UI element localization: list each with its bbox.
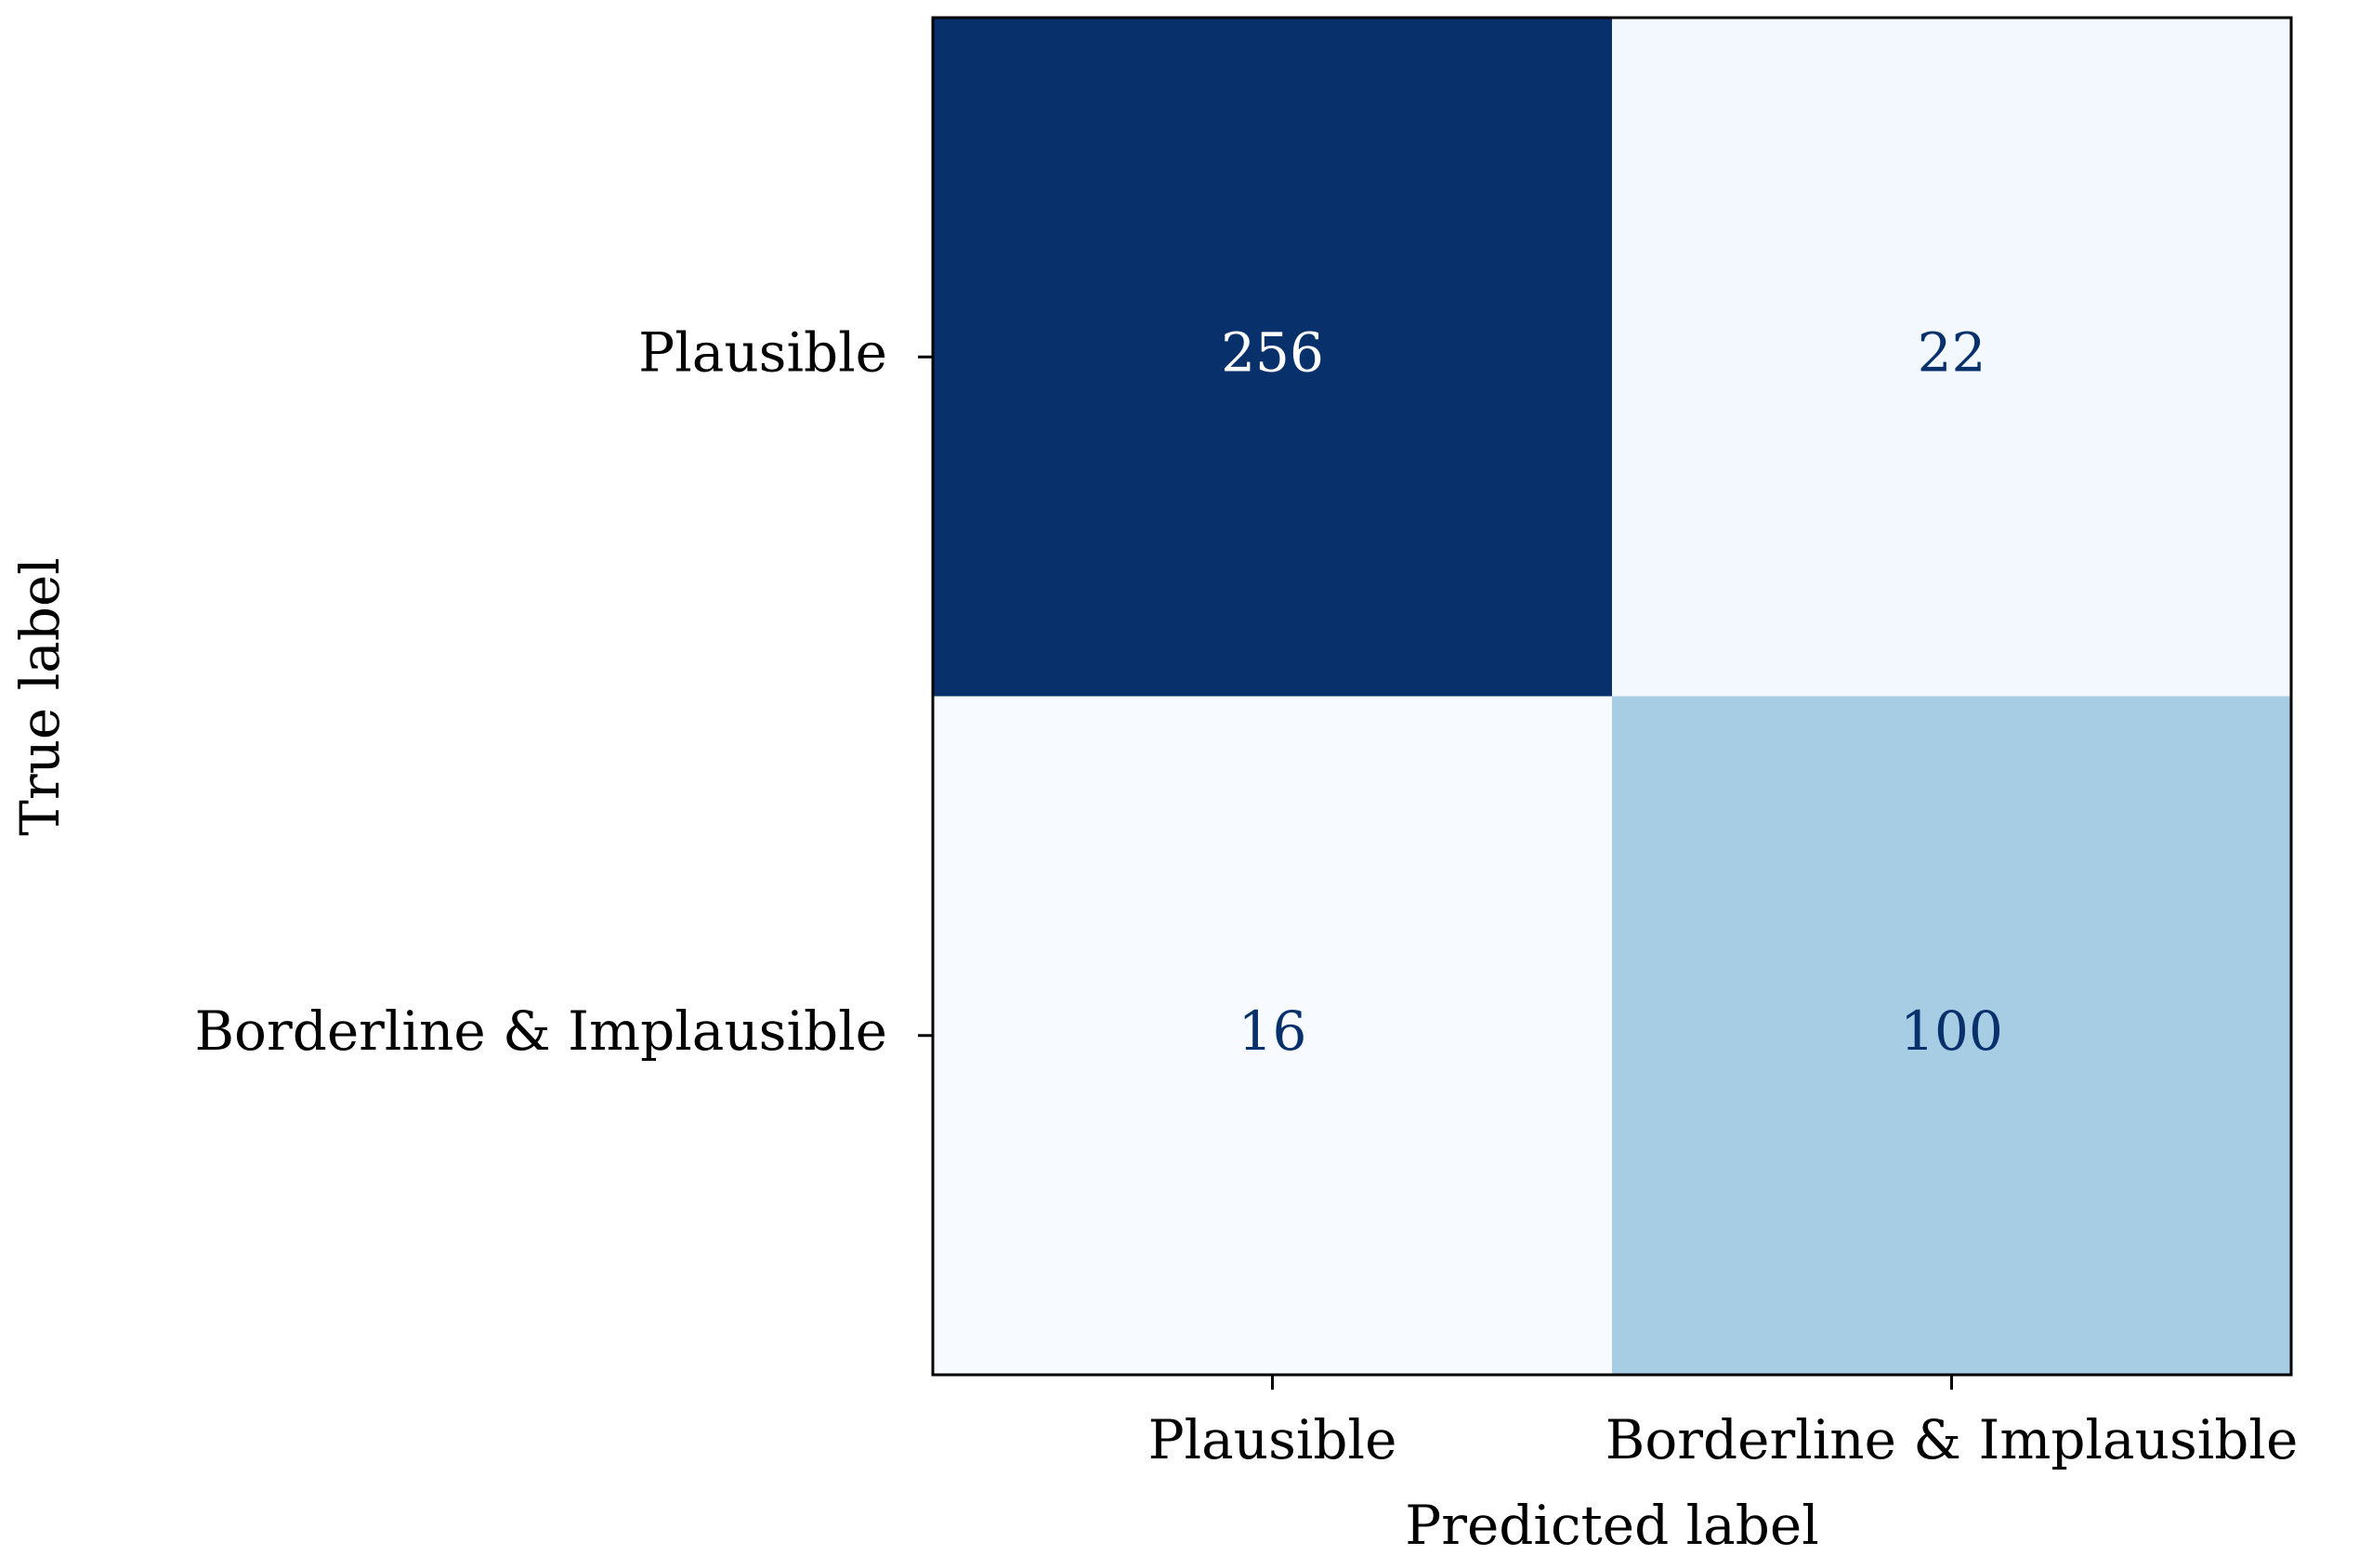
cell-value-label: 100 [1900,1000,2003,1063]
y-axis-label: True label [8,557,72,836]
y-tick-label: Plausible [638,320,887,384]
cell-value-label: 22 [1918,320,1986,384]
heatmap-cell [1612,18,2291,697]
heatmap-cell [933,18,1612,697]
x-axis-label: Predicted label [1405,1494,1819,1557]
y-tick-label: Borderline & Implausible [194,1000,887,1063]
x-tick-label: Plausible [1148,1408,1397,1471]
heatmap-cell [933,696,1612,1375]
heatmap-cell [1612,696,2291,1375]
cell-value-label: 16 [1238,1000,1307,1063]
cell-value-label: 256 [1221,320,1324,384]
plot-frame [931,16,2293,1377]
x-tick-label: Borderline & Implausible [1605,1408,2299,1471]
